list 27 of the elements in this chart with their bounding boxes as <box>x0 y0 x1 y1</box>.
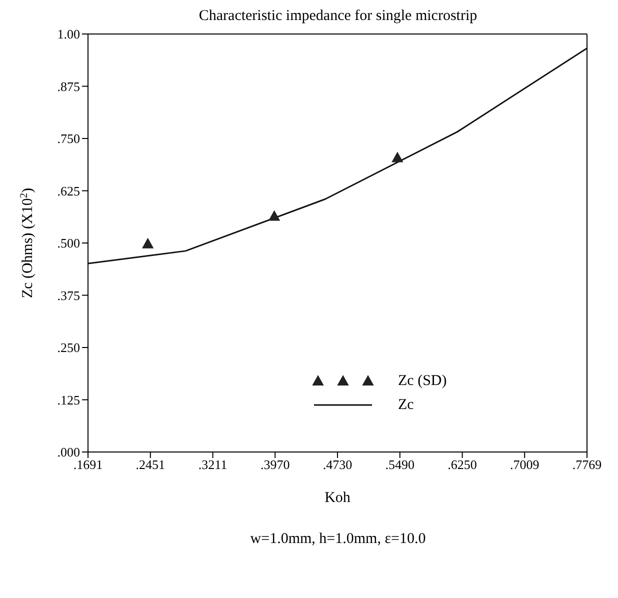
y-tick-label: .875 <box>57 78 80 94</box>
legend-label: Zc (SD) <box>398 372 447 390</box>
x-tick-label: .2451 <box>136 457 166 472</box>
y-tick-label: .375 <box>57 288 80 303</box>
x-tick-label: .3211 <box>198 457 228 472</box>
chart-title: Characteristic impedance for single microstrip <box>198 8 478 25</box>
point <box>392 152 403 162</box>
y-tick-label: .625 <box>57 183 80 198</box>
text: w=1.0mm, h=1.0mm, ε=10.0 <box>249 531 427 548</box>
x-tick-label: .4730 <box>322 457 352 472</box>
y-tick-label: .750 <box>57 131 80 146</box>
y-tick-label: .000 <box>57 444 80 460</box>
x-axis-title: Koh <box>324 490 351 506</box>
line-series <box>88 47 587 264</box>
x-tick-label: .7009 <box>510 457 540 472</box>
legend-label: Zc <box>398 396 414 414</box>
x-tick-label: .3970 <box>260 457 290 472</box>
x-tick-label: .1691 <box>73 457 103 472</box>
y-tick-label: .125 <box>57 392 80 408</box>
y-tick-label: .500 <box>57 236 80 251</box>
x-tick-label: .5490 <box>385 457 415 472</box>
x-tick-label: .6250 <box>448 457 477 472</box>
y-tick-label: .250 <box>57 340 80 356</box>
x-tick-label: .7769 <box>572 457 602 472</box>
point <box>142 238 154 248</box>
point <box>268 210 280 221</box>
y-tick-label: 1.00 <box>57 26 80 42</box>
